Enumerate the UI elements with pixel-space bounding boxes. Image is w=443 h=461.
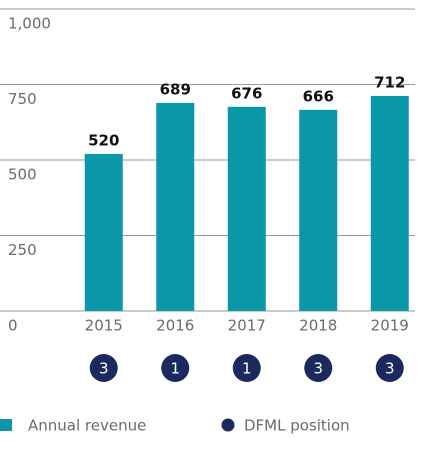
bar	[370, 95, 409, 311]
position-marker	[161, 354, 190, 382]
value-label: 520	[88, 131, 119, 149]
x-tick-label: 2016	[156, 317, 194, 335]
position-marker	[304, 354, 333, 382]
position-label: 3	[385, 360, 395, 378]
legend-label: DFML position	[244, 417, 350, 435]
value-label: 676	[231, 84, 262, 102]
bar	[299, 109, 338, 311]
x-tick-label: 2019	[371, 317, 409, 335]
bar	[156, 102, 195, 311]
position-label: 1	[170, 360, 180, 378]
value-label: 712	[374, 73, 405, 91]
legend-swatch	[221, 418, 235, 432]
y-tick-label: 750	[8, 90, 37, 108]
position-marker	[89, 354, 118, 382]
y-tick-label: 1,000	[8, 15, 51, 33]
legend-swatch	[0, 419, 12, 431]
y-tick-label: 500	[8, 166, 37, 184]
position-marker	[375, 354, 404, 382]
bar	[84, 153, 123, 311]
legend-label: Annual revenue	[28, 417, 146, 435]
x-tick-label: 2017	[228, 317, 266, 335]
bar	[227, 106, 266, 312]
position-marker	[232, 354, 261, 382]
y-tick-label: 0	[8, 317, 18, 335]
x-tick-label: 2015	[85, 317, 123, 335]
position-label: 3	[99, 360, 109, 378]
value-label: 666	[303, 87, 334, 105]
x-tick-label: 2018	[299, 317, 337, 335]
position-label: 3	[313, 360, 323, 378]
y-tick-label: 250	[8, 241, 37, 259]
position-label: 1	[242, 360, 252, 378]
value-label: 689	[160, 80, 191, 98]
